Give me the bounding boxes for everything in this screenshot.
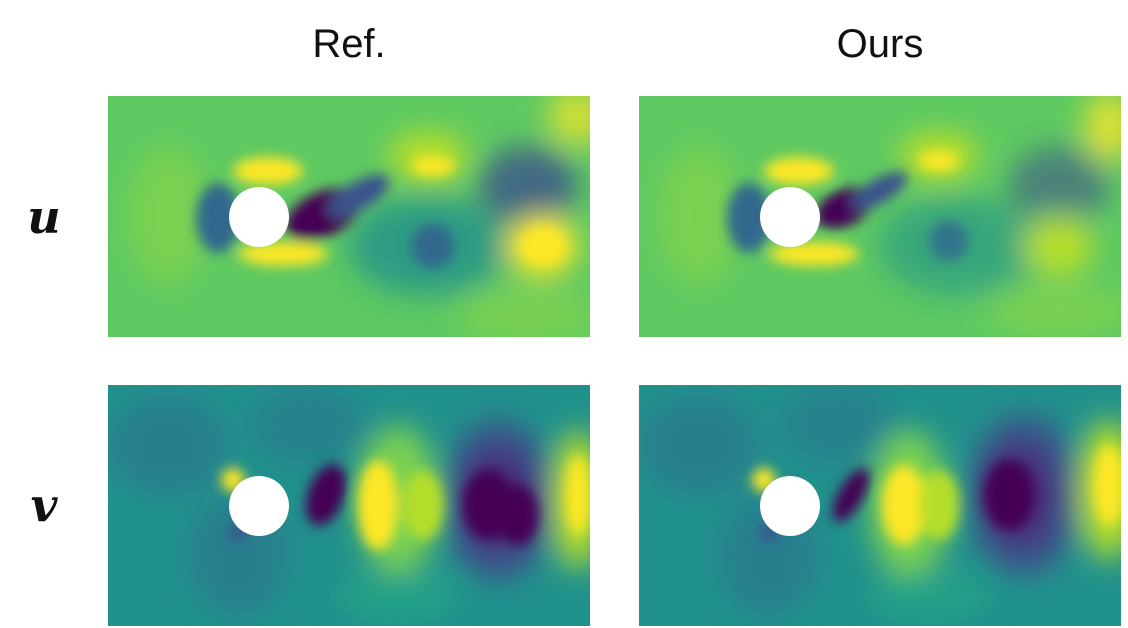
- panel-u-ours: [639, 96, 1121, 337]
- row-label-v: v: [30, 478, 58, 532]
- cylinder-obstacle: [229, 187, 289, 247]
- row-label-u: u: [27, 190, 61, 244]
- cylinder-obstacle: [760, 187, 820, 247]
- column-title-ours: Ours: [836, 22, 924, 66]
- panel-v-ours: [639, 385, 1121, 626]
- v-ref-field: [108, 385, 590, 626]
- v-ours-field: [639, 385, 1121, 626]
- cylinder-obstacle: [760, 476, 820, 536]
- u-ours-field: [639, 96, 1121, 337]
- cylinder-obstacle: [229, 476, 289, 536]
- panel-v-ref: [108, 385, 590, 626]
- u-ref-field: [108, 96, 590, 337]
- panel-u-ref: [108, 96, 590, 337]
- column-title-ref: Ref.: [312, 22, 386, 66]
